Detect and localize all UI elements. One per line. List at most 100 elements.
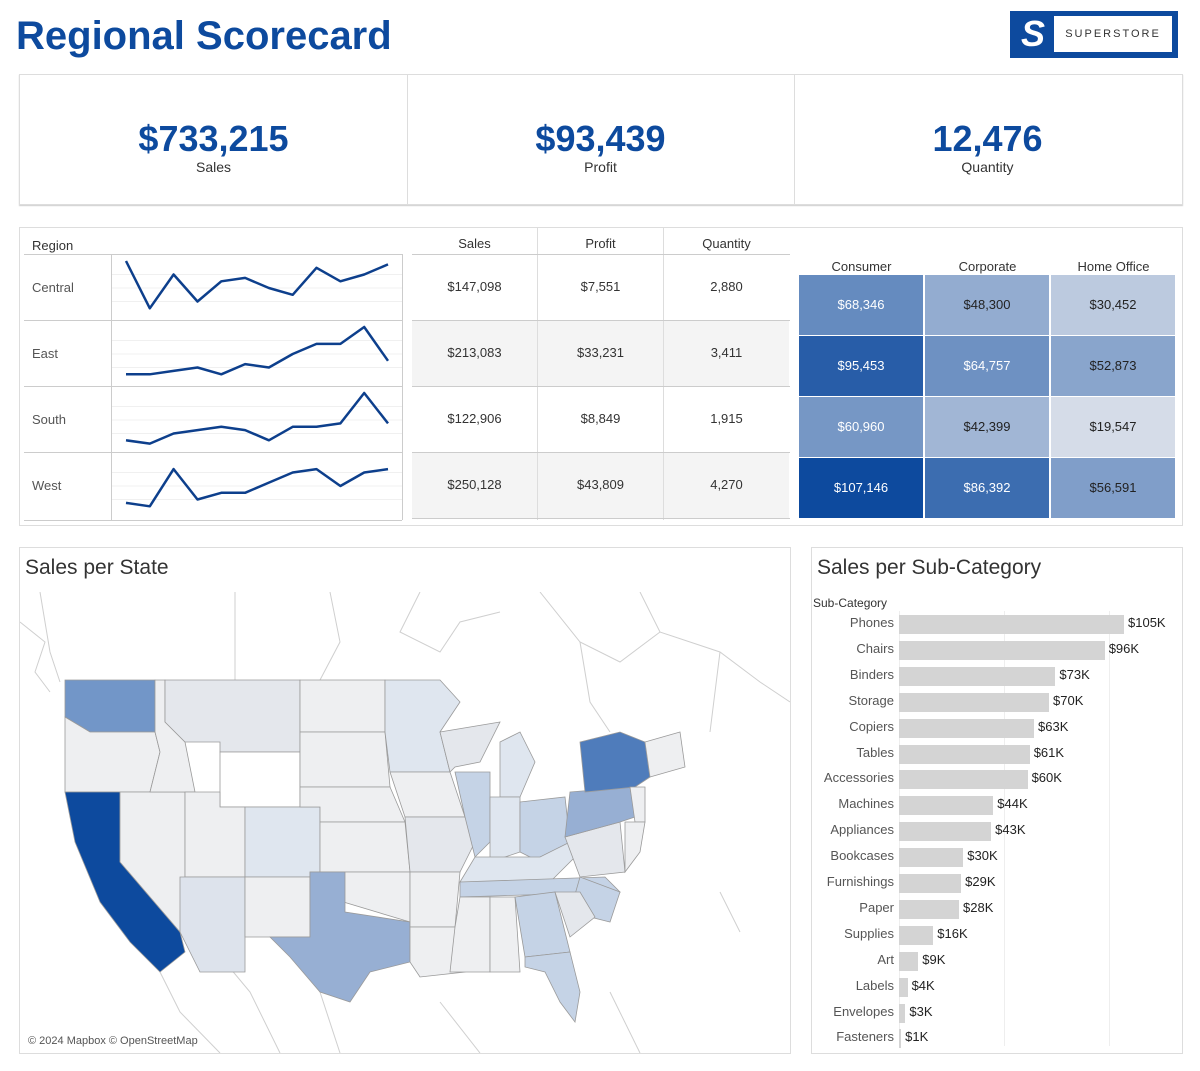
bar-row[interactable]: Phones $105K xyxy=(812,611,1182,637)
heatmap-cell[interactable]: $68,346 xyxy=(799,275,923,335)
kpi-value: 12,476 xyxy=(932,118,1043,159)
bar-row[interactable]: Machines $44K xyxy=(812,792,1182,818)
bar[interactable] xyxy=(899,796,994,816)
bar[interactable] xyxy=(899,1029,902,1049)
bar-label: Envelopes xyxy=(833,1003,894,1019)
us-map[interactable] xyxy=(20,592,790,1053)
sparkline-south xyxy=(125,391,389,445)
bar[interactable] xyxy=(899,666,1056,686)
bar[interactable] xyxy=(899,640,1105,660)
heatmap-cell[interactable]: $107,146 xyxy=(799,458,923,518)
bar-label: Supplies xyxy=(844,925,894,941)
heatmap-cell[interactable]: $56,591 xyxy=(1051,458,1175,518)
kpi-value: $733,215 xyxy=(138,118,289,159)
bar-value-label: $60K xyxy=(1031,770,1062,786)
logo-letter: S xyxy=(1020,13,1045,54)
sales-column: Sales $147,098 $213,083 $122,906 $250,128 xyxy=(412,228,538,520)
divider xyxy=(402,254,403,520)
column-header: Profit xyxy=(585,236,616,251)
bar-row[interactable]: Supplies $16K xyxy=(812,922,1182,948)
bar-row[interactable]: Tables $61K xyxy=(812,741,1182,767)
heatmap-cell[interactable]: $42,399 xyxy=(925,397,1049,457)
bar-value-label: $105K xyxy=(1128,615,1166,630)
bar-row[interactable]: Labels $4K xyxy=(812,974,1182,1000)
measures-table: Sales $147,098 $213,083 $122,906 $250,128 P… xyxy=(412,228,790,520)
kpi-sales[interactable]: $733,215 Sales xyxy=(20,75,408,204)
region-name: Central xyxy=(32,280,74,295)
heatmap-header: Home Office xyxy=(1077,259,1150,274)
heatmap-cell[interactable]: $52,873 xyxy=(1051,336,1175,396)
bar[interactable] xyxy=(899,951,919,971)
segment-heatmap: Consumer Corporate Home Office $68,346 $4… xyxy=(799,228,1179,520)
bar-row[interactable]: Storage $70K xyxy=(812,689,1182,715)
bar-row[interactable]: Appliances $43K xyxy=(812,818,1182,844)
bar-value-label: $63K xyxy=(1038,718,1069,734)
divider xyxy=(412,254,790,255)
table-cell: $122,906 xyxy=(447,411,502,426)
heatmap-header: Corporate xyxy=(958,259,1017,274)
kpi-panel: $733,215 Sales $93,439 Profit 12,476 Qua… xyxy=(19,74,1183,205)
bar-value-label: $30K xyxy=(967,848,998,864)
bar-value-label: $29K xyxy=(965,874,996,889)
bar-row[interactable]: Chairs $96K xyxy=(812,637,1182,663)
bar[interactable] xyxy=(899,925,934,945)
bar-row[interactable]: Paper $28K xyxy=(812,896,1182,922)
kpi-label: Profit xyxy=(584,159,617,175)
bar[interactable] xyxy=(899,822,992,842)
region-row[interactable]: Central xyxy=(24,254,402,321)
region-row[interactable]: East xyxy=(24,320,402,387)
bar-label: Labels xyxy=(855,977,894,993)
heatmap-cell[interactable]: $60,960 xyxy=(799,397,923,457)
subcategory-axis-label: Sub-Category xyxy=(813,596,888,610)
bar[interactable] xyxy=(899,899,959,919)
bar-value-label: $44K xyxy=(997,796,1028,812)
column-header: Sales xyxy=(458,236,491,251)
heatmap-cell[interactable]: $19,547 xyxy=(1051,397,1175,457)
bar-value-label: $70K xyxy=(1053,692,1084,708)
bar-row[interactable]: Bookcases $30K xyxy=(812,844,1182,870)
bar[interactable] xyxy=(899,977,908,997)
bar-label: Fasteners xyxy=(836,1029,894,1045)
heatmap-cell[interactable]: $48,300 xyxy=(925,275,1049,335)
bar-row[interactable]: Envelopes $3K xyxy=(812,1000,1182,1026)
heatmap-cell[interactable]: $64,757 xyxy=(925,336,1049,396)
region-row[interactable]: West xyxy=(24,452,402,521)
bar[interactable] xyxy=(899,718,1034,738)
heatmap-cell[interactable]: $30,452 xyxy=(1051,275,1175,335)
column-header: Quantity xyxy=(702,236,751,251)
divider xyxy=(412,518,790,519)
bar-row[interactable]: Fasteners $1K xyxy=(812,1025,1182,1051)
bar-row[interactable]: Copiers $63K xyxy=(812,715,1182,741)
bar[interactable] xyxy=(899,1003,906,1023)
bar[interactable] xyxy=(899,874,962,893)
kpi-label: Sales xyxy=(195,159,232,175)
kpi-profit[interactable]: $93,439 Profit xyxy=(407,75,795,204)
bar-value-label: $3K xyxy=(909,1003,933,1019)
heatmap-header: Consumer xyxy=(831,259,892,274)
bar-row[interactable]: Art $9K xyxy=(812,948,1182,974)
sparkline-east xyxy=(112,325,402,376)
bar-row[interactable]: Accessories $60K xyxy=(812,766,1182,792)
kpi-quantity[interactable]: 12,476 Quantity xyxy=(794,75,1181,204)
bar[interactable] xyxy=(899,744,1030,764)
table-cell: $8,849 xyxy=(580,411,621,426)
superstore-logo: S SUPERSTORE xyxy=(1010,11,1178,58)
heatmap-cell[interactable]: $86,392 xyxy=(925,458,1049,518)
bar[interactable] xyxy=(899,615,1124,634)
bar[interactable] xyxy=(899,848,964,868)
bar[interactable] xyxy=(899,692,1049,712)
bar-row[interactable]: Binders $73K xyxy=(812,663,1182,689)
bar-label: Tables xyxy=(856,744,894,760)
region-row[interactable]: South xyxy=(24,386,402,453)
bar-row[interactable]: Furnishings $29K xyxy=(812,870,1182,896)
region-sparkline-table: Region Central East South West xyxy=(24,228,403,521)
bar-value-label: $96K xyxy=(1108,640,1140,656)
heatmap-cell[interactable]: $95,453 xyxy=(799,336,923,396)
bar[interactable] xyxy=(899,770,1028,790)
bar-label: Chairs xyxy=(856,640,894,656)
divider xyxy=(412,320,790,321)
kpi-label: Quantity xyxy=(961,159,1014,175)
bar-label: Storage xyxy=(848,692,894,708)
divider xyxy=(412,386,790,387)
bar-label: Accessories xyxy=(823,770,894,786)
